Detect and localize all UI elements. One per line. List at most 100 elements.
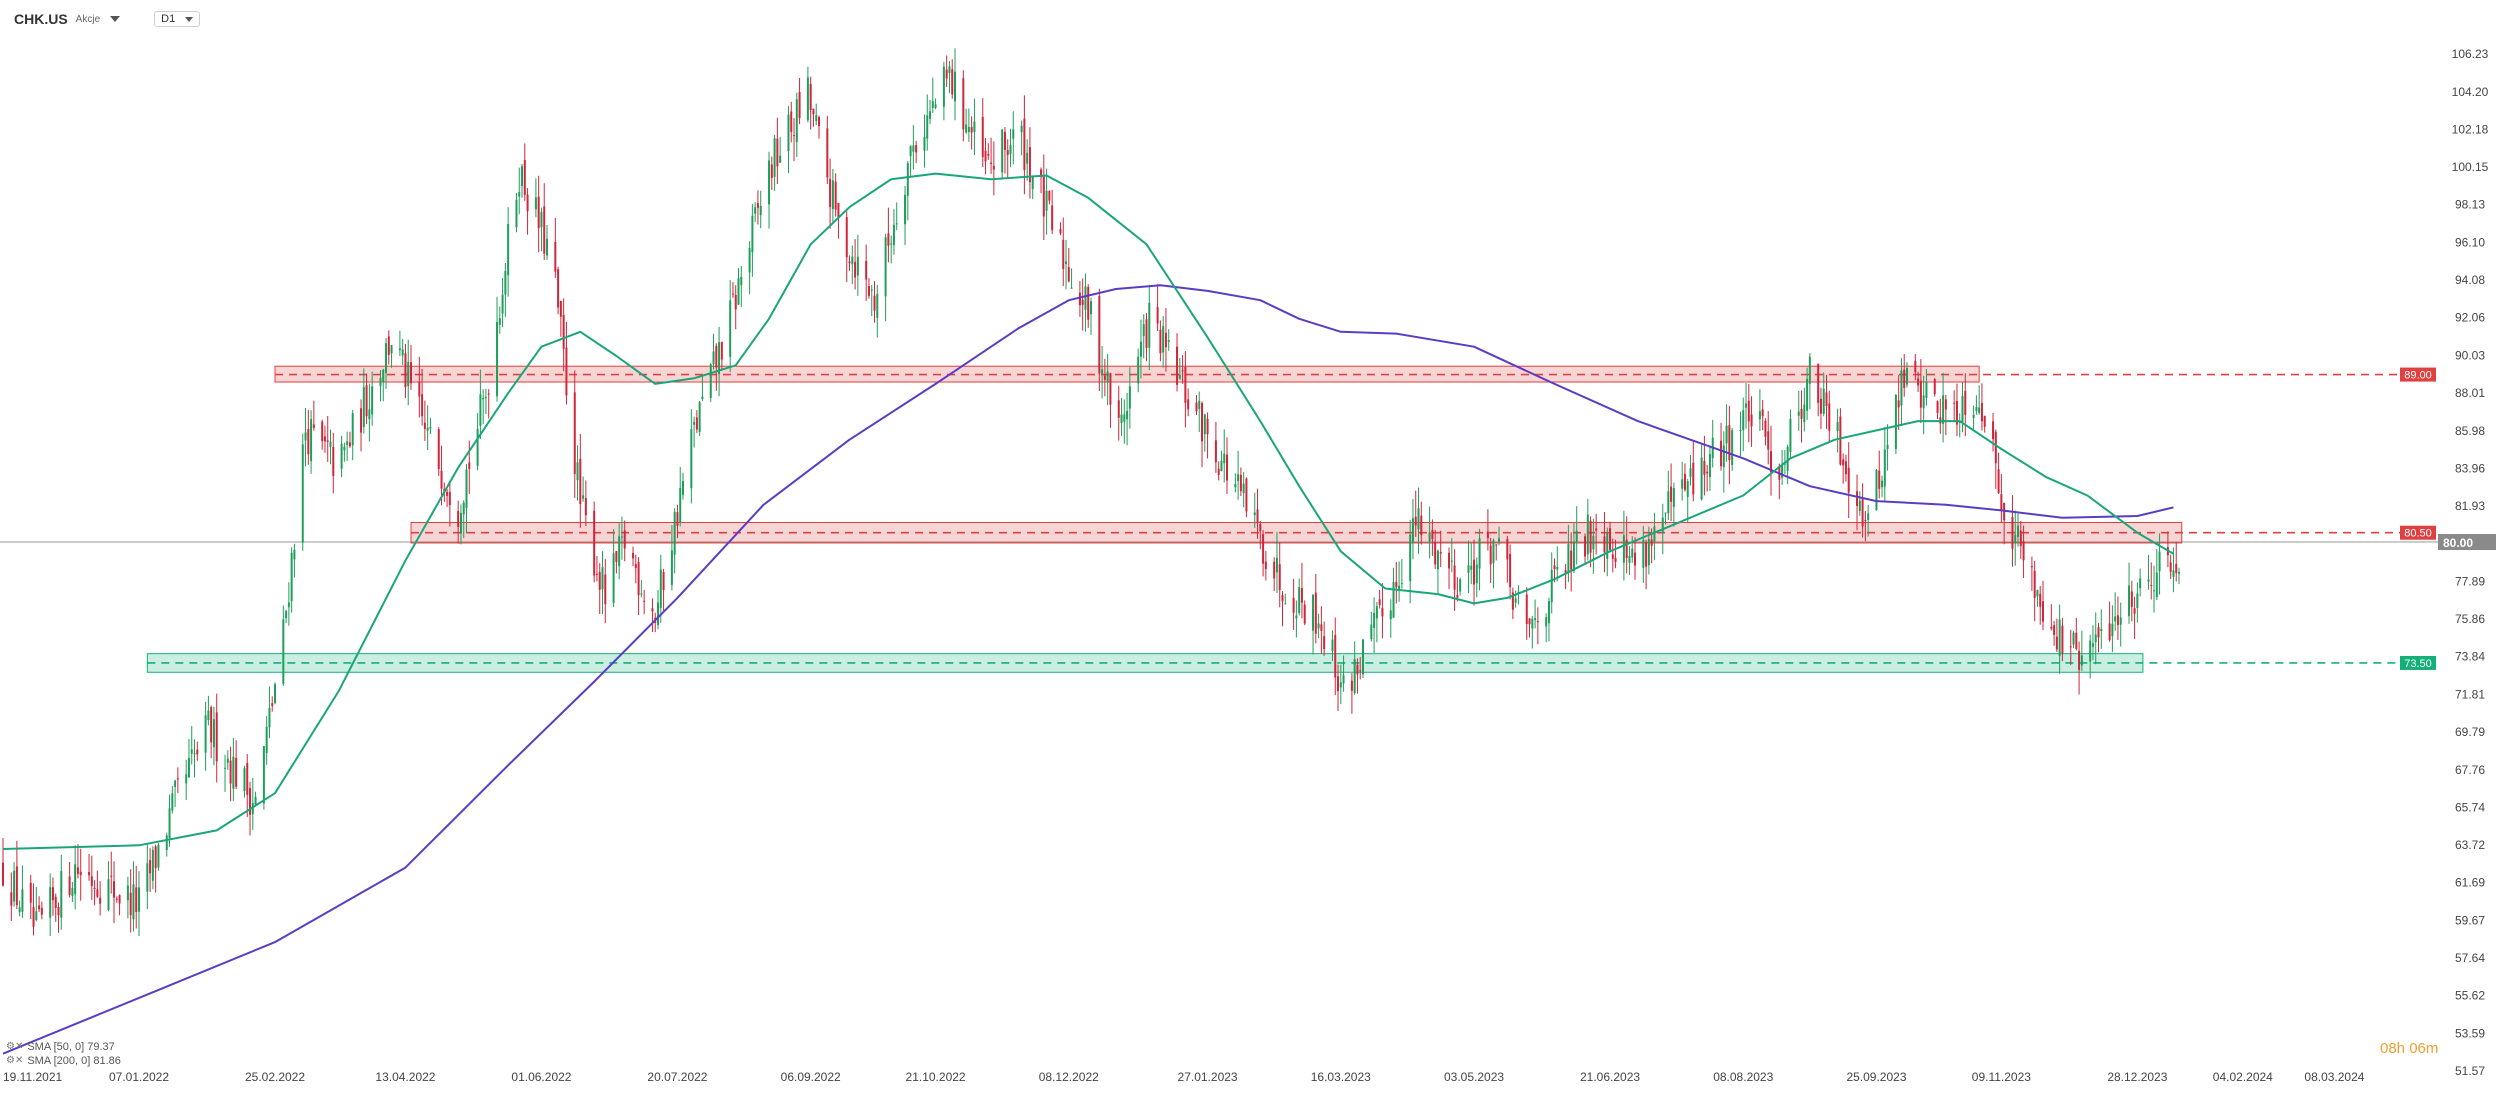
candle-body xyxy=(923,136,926,151)
candle-body xyxy=(1808,356,1811,384)
candle-body xyxy=(890,243,893,245)
y-tick-label: 73.84 xyxy=(2455,650,2485,664)
indicator-settings-icon[interactable]: ⚙✕ xyxy=(6,1041,24,1052)
x-tick-label: 03.05.2023 xyxy=(1444,1070,1504,1084)
candle-body xyxy=(962,78,965,130)
candle-body xyxy=(360,408,363,433)
candle-body xyxy=(246,763,249,795)
candle-body xyxy=(371,386,374,415)
indicator-settings-icon[interactable]: ⚙✕ xyxy=(6,1055,24,1066)
candle-body xyxy=(1919,380,1922,408)
y-tick-label: 67.76 xyxy=(2455,763,2485,777)
legend-sma50[interactable]: ⚙✕ SMA [50, 0] 79.37 xyxy=(6,1040,121,1054)
candle-body xyxy=(2053,625,2056,635)
candle-body xyxy=(1725,425,1728,444)
candle-body xyxy=(612,553,615,603)
candle-body xyxy=(1020,125,1023,133)
candle-body xyxy=(71,887,74,896)
candle-body xyxy=(1706,471,1709,474)
candle-body xyxy=(1139,341,1142,357)
candle-body xyxy=(1803,404,1806,423)
candle-body xyxy=(1903,369,1906,388)
y-tick-label: 63.72 xyxy=(2455,838,2485,852)
candle-body xyxy=(346,441,349,445)
candle-body xyxy=(546,238,548,256)
candle-body xyxy=(848,261,851,264)
candle-body xyxy=(1453,565,1456,590)
candle-body xyxy=(948,66,951,74)
x-tick-label: 08.08.2023 xyxy=(1713,1070,1773,1084)
candle-body xyxy=(1747,400,1750,422)
candle-body xyxy=(465,469,468,509)
y-tick-label: 94.08 xyxy=(2455,273,2485,287)
candle-body xyxy=(1550,569,1553,603)
indicator-legend: ⚙✕ SMA [50, 0] 79.37 ⚙✕ SMA [200, 0] 81.… xyxy=(6,1040,121,1068)
candle-body xyxy=(1273,561,1276,579)
candle-body xyxy=(543,206,546,254)
candle-body xyxy=(2000,494,2003,510)
candle-body xyxy=(1786,446,1789,471)
candle-body xyxy=(2019,530,2022,547)
candle-body xyxy=(1203,414,1206,435)
candle-body xyxy=(437,429,440,469)
candle-body xyxy=(1320,624,1323,631)
candle-body xyxy=(151,849,154,881)
candle-body xyxy=(2030,566,2033,568)
candle-body xyxy=(1042,175,1045,217)
symbol-name[interactable]: CHK.US xyxy=(14,11,68,27)
candle-body xyxy=(1295,615,1298,619)
candle-body xyxy=(462,502,465,515)
candle-body xyxy=(984,150,987,162)
candle-body xyxy=(1431,530,1434,540)
candle-body xyxy=(2150,584,2153,586)
timeframe-select[interactable]: D1 xyxy=(154,11,201,27)
candle-body xyxy=(1661,517,1664,534)
candle-body xyxy=(301,444,304,543)
candle-body xyxy=(2075,632,2078,650)
candle-body xyxy=(1167,340,1170,342)
resistance-80.5-price-label: 80.50 xyxy=(2404,528,2432,540)
candle-body xyxy=(1592,535,1595,550)
candle-body xyxy=(459,512,462,534)
candle-body xyxy=(1731,430,1734,466)
candle-body xyxy=(1894,394,1897,449)
candle-body xyxy=(1400,583,1403,585)
candle-body xyxy=(1492,540,1495,564)
candle-body xyxy=(1844,461,1847,475)
candle-body xyxy=(912,145,915,152)
symbol-dropdown-icon[interactable] xyxy=(110,16,121,22)
candle-body xyxy=(1239,474,1242,492)
candle-body xyxy=(2014,534,2017,544)
candle-body xyxy=(1842,459,1845,466)
candle-body xyxy=(615,551,618,562)
candle-body xyxy=(895,223,898,225)
candle-body xyxy=(834,181,837,210)
candle-body xyxy=(38,905,41,910)
x-tick-label: 09.11.2023 xyxy=(1972,1070,2031,1084)
candle-body xyxy=(1883,449,1886,487)
candle-body xyxy=(854,261,857,278)
candle-body xyxy=(1459,579,1462,592)
candle-body xyxy=(1370,624,1373,640)
x-tick-label: 06.09.2022 xyxy=(781,1070,841,1084)
candle-body xyxy=(1606,533,1609,559)
candle-body xyxy=(96,889,99,897)
y-tick-label: 106.23 xyxy=(2452,47,2489,61)
candle-body xyxy=(13,870,16,902)
candle-body xyxy=(1164,332,1167,348)
y-tick-label: 85.98 xyxy=(2455,424,2485,438)
legend-sma200[interactable]: ⚙✕ SMA [200, 0] 81.86 xyxy=(6,1054,121,1068)
candle-body xyxy=(243,768,246,792)
candle-body xyxy=(1123,414,1126,422)
candle-body xyxy=(1206,418,1209,435)
x-tick-label: 21.06.2023 xyxy=(1580,1070,1640,1084)
candle-body xyxy=(2153,590,2156,592)
candle-body xyxy=(1667,491,1670,514)
candle-body xyxy=(1242,483,1245,494)
candle-body xyxy=(76,867,79,874)
y-tick-label: 71.81 xyxy=(2455,687,2485,701)
candle-body xyxy=(737,278,740,305)
candle-body xyxy=(290,552,293,602)
candle-body xyxy=(562,314,565,349)
